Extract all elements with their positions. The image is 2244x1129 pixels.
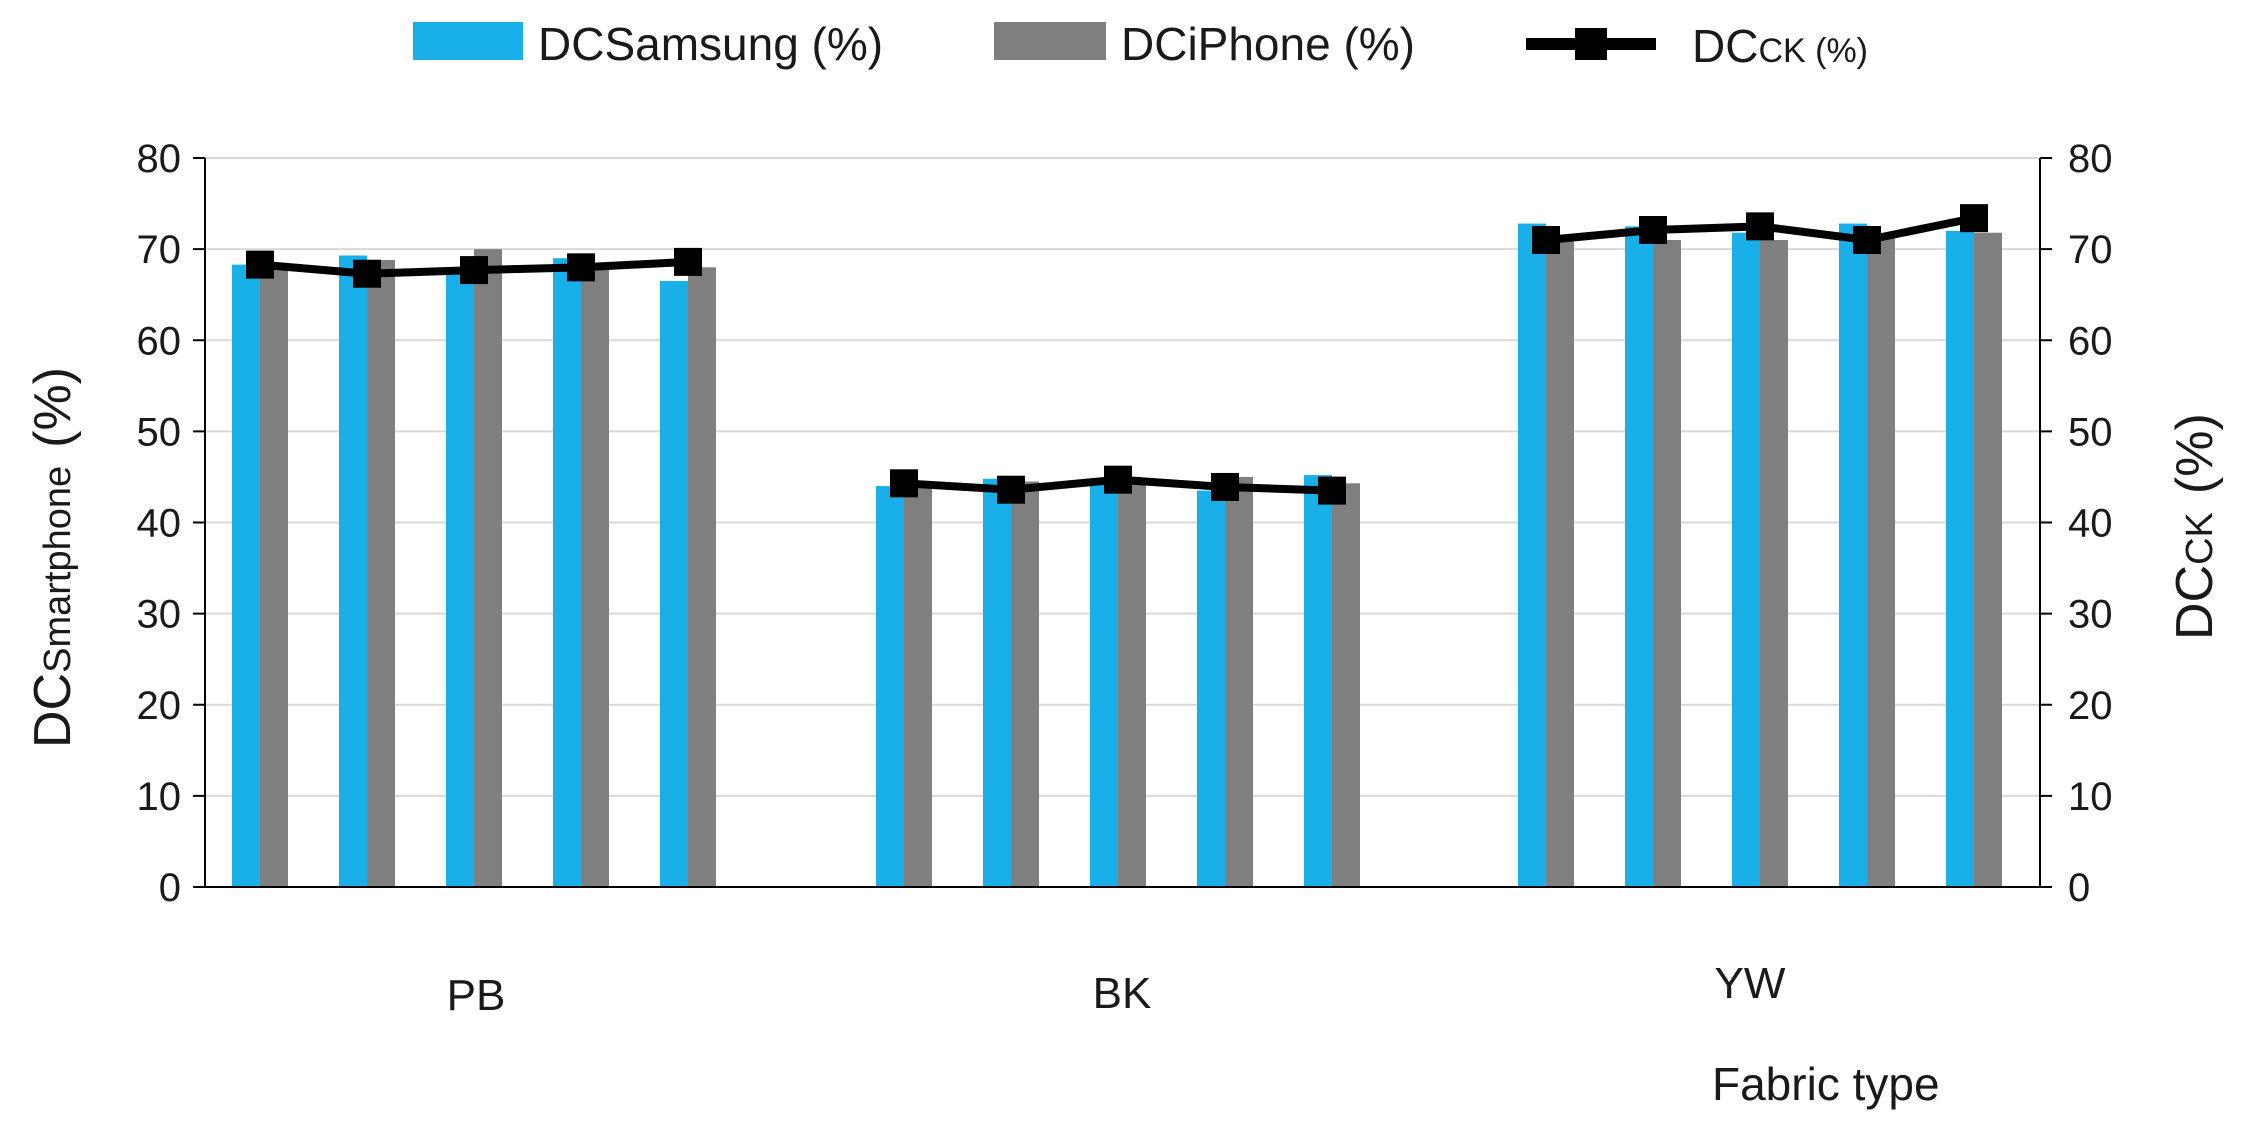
ck-marker-yw-1 [1532,226,1560,255]
bar-samsung-pb-1 [232,264,260,888]
y-right-tick-80: 80 [2068,137,2113,181]
y-right-tick-20: 20 [2068,684,2113,728]
y-left-tick-30: 30 [137,593,182,637]
y-left-tick-50: 50 [137,410,182,454]
bar-iphone-bk-2 [1011,481,1039,887]
bar-samsung-pb-4 [553,258,581,887]
bar-iphone-yw-4 [1867,238,1895,887]
ck-marker-pb-5 [674,247,702,276]
legend-swatch-samsung [413,22,523,60]
bar-samsung-yw-5 [1946,230,1974,887]
x-axis-title: Fabric type [1712,1058,1940,1110]
ck-marker-bk-5 [1318,476,1346,505]
y-right-tick-40: 40 [2068,502,2113,546]
bar-samsung-bk-3 [1090,479,1118,887]
ck-marker-bk-1 [890,469,918,498]
y-axis-left-title: DCSmartphone(%) [24,367,82,748]
bar-iphone-pb-3 [474,249,502,887]
bar-iphone-yw-3 [1760,240,1788,887]
bar-iphone-yw-1 [1546,240,1574,887]
bar-samsung-pb-2 [339,255,367,887]
bar-iphone-pb-1 [260,267,288,888]
bar-samsung-yw-4 [1839,223,1867,888]
y-left-tick-0: 0 [159,866,181,910]
category-label-yw: YW [1715,959,1786,1008]
legend: DCSamsung (%) DCiPhone (%) DCCK (%) [413,18,1868,72]
ck-marker-bk-4 [1211,472,1239,501]
y-left-tick-80: 80 [137,137,182,181]
ck-marker-bk-3 [1104,465,1132,494]
category-label-bk: BK [1093,969,1152,1018]
bar-samsung-yw-2 [1625,226,1653,887]
bar-samsung-pb-5 [660,281,688,887]
bar-samsung-bk-1 [876,486,904,887]
bar-iphone-pb-2 [367,260,395,887]
legend-swatch-ck-marker [1575,28,1607,60]
legend-swatch-iphone [994,22,1106,60]
bar-samsung-yw-3 [1732,232,1760,887]
legend-label-ck: DCCK (%) [1692,20,1868,72]
category-label-pb: PB [447,971,506,1020]
ck-marker-yw-2 [1639,215,1667,244]
y-axis-right-title: DCCK(%) [2166,413,2224,640]
ck-marker-pb-1 [246,250,274,279]
ck-marker-pb-4 [567,253,595,282]
bar-iphone-yw-2 [1653,240,1681,887]
y-right-tick-70: 70 [2068,228,2113,272]
legend-label-ck-sub: CK (%) [1758,32,1868,70]
bar-samsung-yw-1 [1518,223,1546,888]
y-left-tick-70: 70 [137,228,182,272]
ck-marker-yw-4 [1853,226,1881,255]
y-left-tick-10: 10 [137,775,182,819]
bar-iphone-pb-5 [688,267,716,888]
bar-iphone-bk-3 [1118,478,1146,887]
bar-iphone-bk-4 [1225,476,1253,887]
y-right-tick-30: 30 [2068,593,2113,637]
ck-marker-yw-3 [1746,212,1774,241]
legend-label-iphone: DCiPhone (%) [1121,18,1415,70]
y-right-tick-50: 50 [2068,410,2113,454]
bar-samsung-pb-3 [446,271,474,887]
bar-iphone-bk-1 [904,481,932,887]
bar-iphone-yw-5 [1974,232,2002,887]
bar-iphone-pb-4 [581,269,609,887]
bar-samsung-bk-2 [983,478,1011,887]
tick-labels: 0 10 20 30 40 50 60 70 80 0 10 20 30 40 50 60 70 80 [137,137,2113,910]
legend-label-samsung: DCSamsung (%) [538,18,883,70]
ck-marker-pb-3 [460,256,488,285]
bar-samsung-bk-5 [1304,475,1332,887]
ck-marker-bk-2 [997,475,1025,504]
bars [232,223,2002,888]
y-left-tick-60: 60 [137,319,182,363]
ck-marker-pb-2 [353,259,381,288]
y-right-tick-10: 10 [2068,775,2113,819]
y-left-tick-20: 20 [137,684,182,728]
y-right-tick-60: 60 [2068,319,2113,363]
category-labels: PB BK YW [447,959,1786,1020]
y-left-tick-40: 40 [137,502,182,546]
ck-marker-yw-5 [1960,204,1988,233]
bar-iphone-bk-5 [1332,483,1360,887]
y-right-tick-0: 0 [2068,866,2090,910]
bar-samsung-bk-4 [1197,490,1225,887]
ck-line-series [246,204,1988,505]
